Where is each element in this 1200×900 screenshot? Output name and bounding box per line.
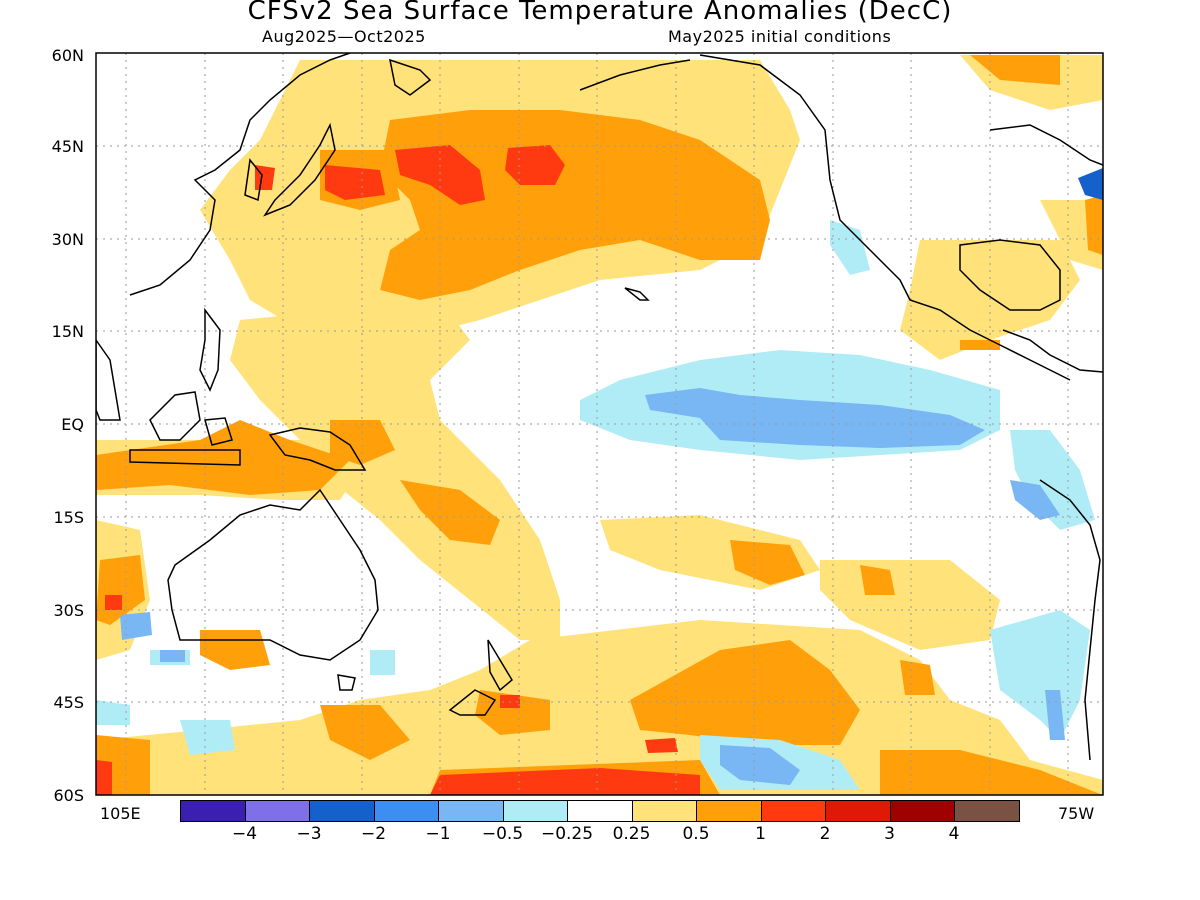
coastlines [96, 53, 1103, 761]
lat-label: EQ [61, 415, 84, 434]
legend-label: −0.5 [481, 824, 524, 844]
lat-label: 60S [53, 786, 84, 805]
legend-swatch [180, 800, 246, 822]
legend-swatch [889, 800, 955, 822]
legend-label: 3 [884, 824, 895, 844]
legend-swatch [309, 800, 375, 822]
legend-swatch [244, 800, 310, 822]
graticule [96, 53, 1103, 795]
legend-label: −2 [360, 824, 387, 844]
lat-label: 15N [51, 322, 84, 341]
forecast-period: Aug2025—Oct2025 [262, 27, 426, 46]
legend-swatch [631, 800, 697, 822]
legend-label: −4 [231, 824, 258, 844]
map-frame [95, 52, 1104, 796]
legend-swatch [438, 800, 504, 822]
legend-swatch [567, 800, 633, 822]
legend-swatch [373, 800, 439, 822]
lat-label: 45S [53, 693, 84, 712]
map-title: CFSv2 Sea Surface Temperature Anomalies … [247, 0, 953, 26]
legend-swatch [954, 800, 1020, 822]
lat-label: 15S [53, 508, 84, 527]
initial-conditions: May2025 initial conditions [668, 27, 892, 46]
legend-label: −3 [296, 824, 322, 844]
lat-label: 60N [51, 46, 84, 65]
lat-label: 45N [51, 137, 84, 156]
lat-label: 30S [53, 601, 84, 620]
legend-swatch [760, 800, 826, 822]
lon-label-left: 105E [100, 804, 141, 823]
legend-label: 1 [755, 824, 766, 844]
lat-label: 30N [51, 230, 84, 249]
anomaly-shading [96, 55, 1103, 795]
lon-label-right: 75W [1058, 804, 1095, 823]
legend-swatch [825, 800, 891, 822]
legend-swatch [696, 800, 762, 822]
legend-label: −0.25 [540, 824, 594, 844]
legend-label: 2 [819, 824, 831, 844]
legend-label: 0.25 [612, 824, 651, 844]
legend-label: −1 [425, 824, 451, 844]
legend-swatch [502, 800, 568, 822]
legend-label: 0.5 [682, 824, 710, 844]
legend-label: 4 [948, 824, 960, 844]
